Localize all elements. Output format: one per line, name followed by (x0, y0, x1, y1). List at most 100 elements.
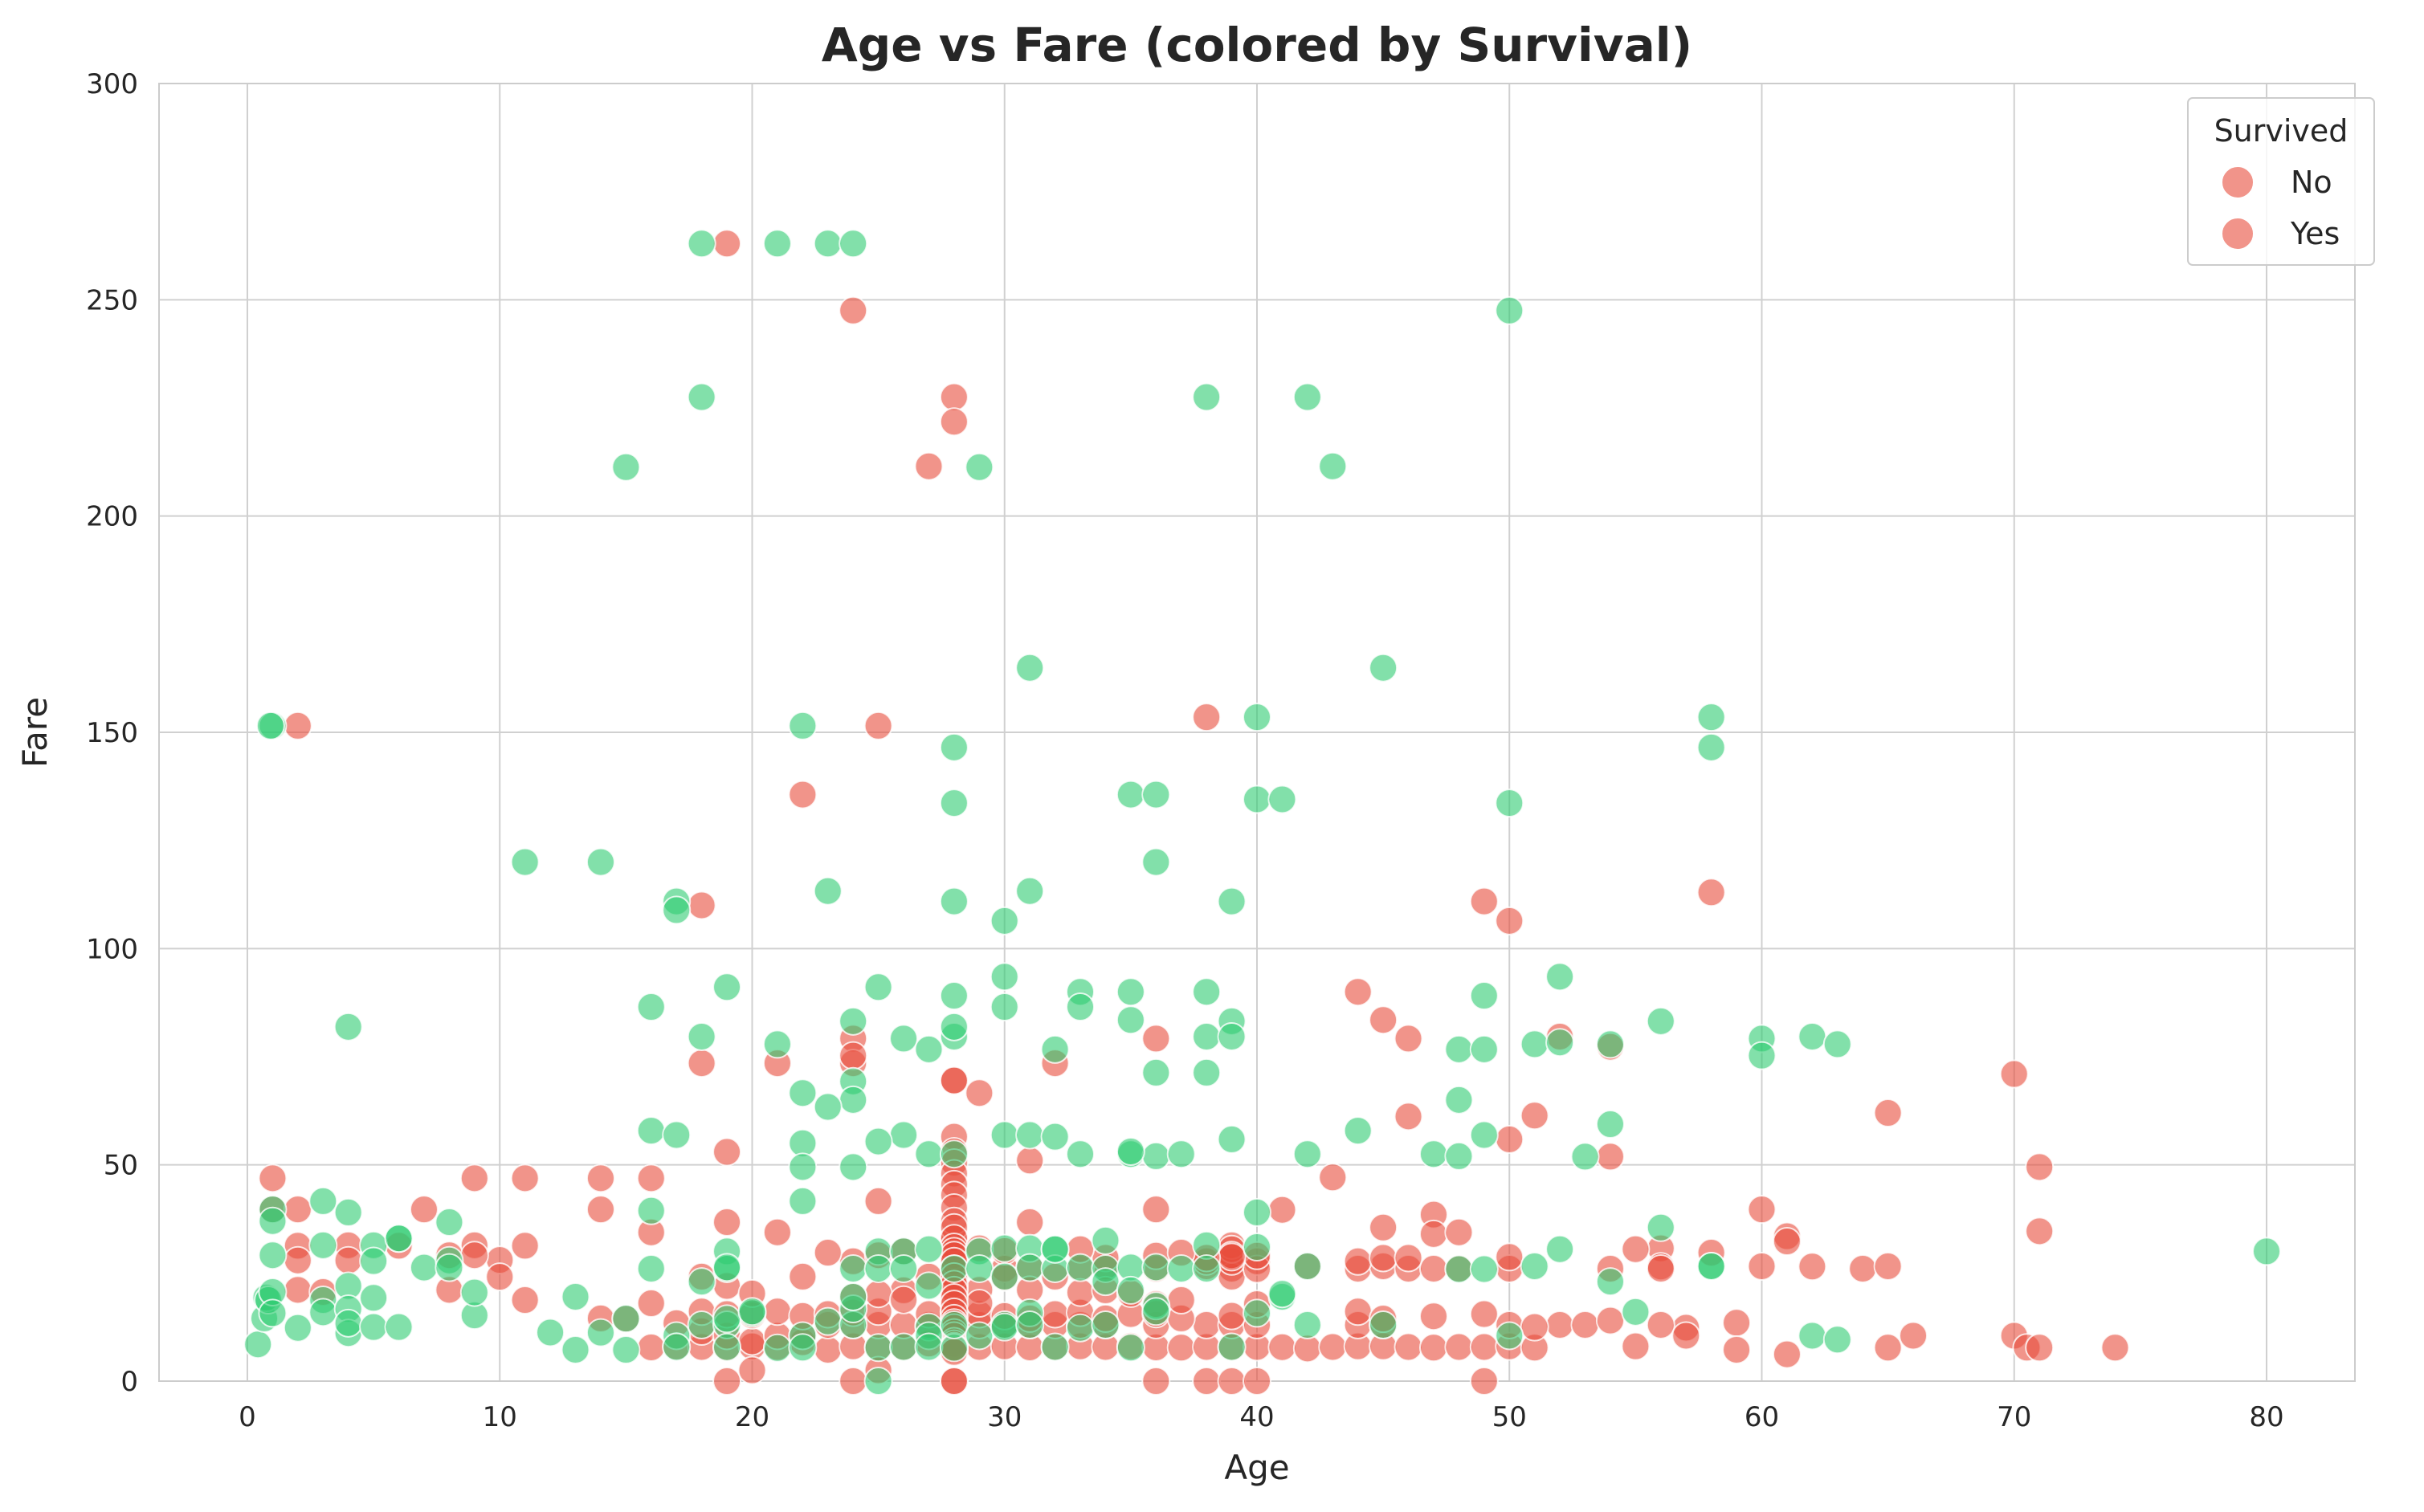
point-yes (1545, 962, 1575, 992)
point-no (1015, 1208, 1045, 1237)
point-no (1394, 1332, 1423, 1362)
point-yes (939, 732, 969, 762)
point-no (283, 1195, 312, 1225)
point-yes (990, 1120, 1019, 1150)
point-no (1772, 1227, 1802, 1257)
point-yes (1469, 1120, 1499, 1150)
point-yes (1545, 1234, 1575, 1264)
point-yes (1469, 1254, 1499, 1284)
point-yes (1696, 1251, 1726, 1281)
point-yes (762, 1029, 792, 1059)
point-yes (712, 972, 742, 1002)
point-yes (1570, 1142, 1600, 1172)
x-axis-label: Age (1224, 1448, 1289, 1487)
point-no (1848, 1253, 1878, 1283)
point-yes (1292, 1251, 1322, 1281)
point-yes (1292, 1310, 1322, 1339)
point-yes (1444, 1034, 1474, 1064)
data-points (243, 229, 2282, 1396)
point-yes (1696, 732, 1726, 762)
point-yes (561, 1335, 590, 1364)
point-no (1040, 1299, 1070, 1329)
point-no (839, 1367, 868, 1396)
point-yes (1444, 1254, 1474, 1284)
point-yes (990, 1233, 1019, 1263)
y-tick-label: 150 (86, 717, 138, 749)
point-yes (1798, 1021, 1827, 1051)
point-yes (662, 1332, 692, 1362)
point-yes (889, 1253, 919, 1283)
x-tick-label: 40 (1239, 1401, 1274, 1433)
point-yes (308, 1186, 338, 1216)
point-no (939, 407, 969, 437)
point-no (586, 1164, 615, 1193)
point-yes (1444, 1085, 1474, 1115)
point-yes (1595, 1029, 1625, 1059)
point-yes (990, 1261, 1019, 1291)
point-yes (1520, 1251, 1549, 1281)
point-yes (536, 1318, 565, 1347)
point-no (636, 1289, 666, 1318)
point-yes (1192, 1253, 1222, 1283)
point-yes (258, 1241, 288, 1270)
point-yes (586, 1318, 615, 1347)
point-yes (1015, 1120, 1045, 1150)
point-yes (1418, 1139, 1448, 1169)
point-yes (359, 1312, 389, 1342)
point-yes (813, 876, 843, 906)
point-yes (1091, 1267, 1120, 1297)
point-yes (788, 1186, 818, 1216)
point-yes (990, 906, 1019, 935)
point-no (1369, 1005, 1398, 1035)
y-tick-label: 50 (104, 1150, 138, 1182)
point-yes (939, 886, 969, 916)
point-no (459, 1241, 489, 1270)
point-yes (1696, 703, 1726, 732)
point-no (1217, 1367, 1247, 1396)
point-yes (1040, 1332, 1070, 1362)
y-tick-label: 0 (120, 1366, 138, 1398)
point-no (863, 1186, 893, 1216)
point-no (1418, 1219, 1448, 1249)
point-yes (1116, 1333, 1145, 1363)
point-yes (283, 1313, 312, 1343)
point-yes (939, 981, 969, 1011)
point-no (283, 1275, 312, 1305)
point-yes (1015, 653, 1045, 683)
point-yes (1141, 780, 1171, 809)
point-yes (712, 1304, 742, 1334)
point-yes (1343, 1116, 1373, 1146)
point-yes (990, 962, 1019, 992)
point-yes (435, 1253, 464, 1282)
point-yes (435, 1208, 464, 1237)
point-no (510, 1286, 540, 1314)
point-no (1369, 1212, 1398, 1242)
point-yes (1015, 1253, 1045, 1282)
point-yes (611, 452, 641, 482)
point-yes (1747, 1041, 1777, 1070)
point-no (1318, 1163, 1348, 1192)
point-yes (863, 1367, 893, 1396)
point-yes (687, 382, 716, 412)
point-yes (1066, 992, 1096, 1022)
point-yes (863, 1333, 893, 1363)
point-no (1166, 1333, 1196, 1363)
x-tick-label: 0 (239, 1401, 256, 1433)
point-yes (1495, 295, 1524, 325)
point-no (2025, 1217, 2055, 1246)
point-no (1520, 1101, 1549, 1131)
point-no (762, 1217, 792, 1247)
point-yes (788, 1152, 818, 1182)
x-tick-label: 30 (987, 1401, 1022, 1433)
point-no (636, 1332, 666, 1362)
point-yes (636, 1253, 666, 1283)
point-yes (939, 1310, 969, 1339)
point-yes (737, 1297, 767, 1327)
point-no (1696, 878, 1726, 907)
y-axis-label: Fare (15, 697, 55, 768)
point-yes (662, 1120, 692, 1150)
point-yes (359, 1283, 389, 1313)
point-no (1243, 1367, 1271, 1396)
point-yes (1243, 1197, 1271, 1227)
